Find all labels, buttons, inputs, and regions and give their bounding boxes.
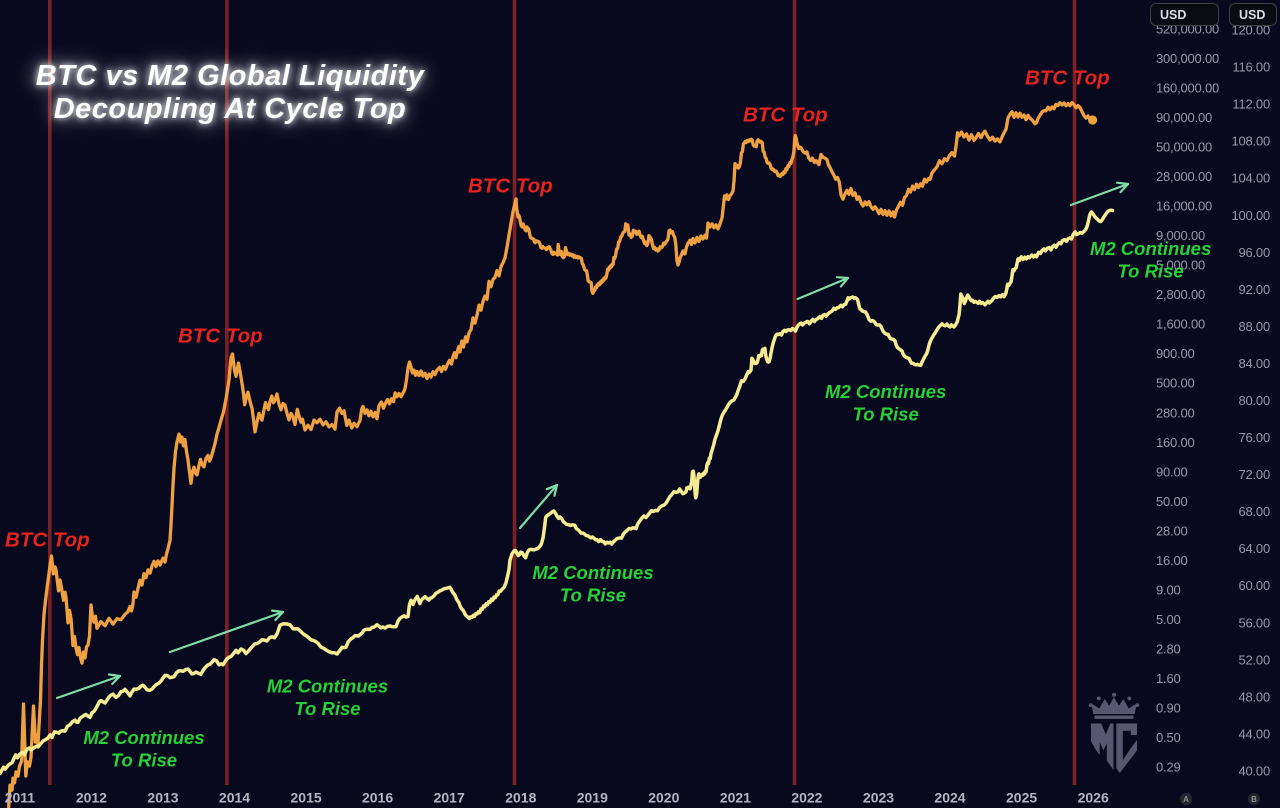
svg-text:84.00: 84.00 <box>1238 356 1270 371</box>
svg-text:M2 Continues: M2 Continues <box>267 676 388 697</box>
svg-text:56.00: 56.00 <box>1238 615 1270 630</box>
svg-text:2015: 2015 <box>291 790 322 806</box>
svg-text:BTC Top: BTC Top <box>1025 67 1110 90</box>
svg-text:M2 Continues: M2 Continues <box>825 381 946 402</box>
svg-text:68.00: 68.00 <box>1238 504 1270 519</box>
svg-text:104.00: 104.00 <box>1231 171 1270 186</box>
svg-text:To Rise: To Rise <box>294 698 360 719</box>
svg-text:300,000.00: 300,000.00 <box>1156 51 1219 66</box>
svg-text:96.00: 96.00 <box>1238 245 1270 260</box>
svg-text:16.00: 16.00 <box>1156 553 1188 568</box>
svg-text:M2 Continues: M2 Continues <box>83 727 204 748</box>
svg-text:60.00: 60.00 <box>1238 578 1270 593</box>
svg-text:160,000.00: 160,000.00 <box>1156 81 1219 96</box>
svg-text:2017: 2017 <box>434 790 465 806</box>
svg-text:44.00: 44.00 <box>1238 726 1270 741</box>
svg-text:116.00: 116.00 <box>1232 60 1270 75</box>
svg-text:BTC Top: BTC Top <box>468 175 553 198</box>
svg-text:To Rise: To Rise <box>560 585 626 606</box>
svg-text:0.29: 0.29 <box>1156 760 1181 775</box>
svg-text:2025: 2025 <box>1006 790 1037 806</box>
svg-text:112.00: 112.00 <box>1232 97 1270 112</box>
svg-text:100.00: 100.00 <box>1231 208 1270 223</box>
svg-text:2020: 2020 <box>648 790 679 806</box>
svg-text:72.00: 72.00 <box>1238 467 1270 482</box>
svg-text:1.60: 1.60 <box>1156 671 1181 686</box>
svg-text:2,800.00: 2,800.00 <box>1156 287 1205 302</box>
svg-text:9.00: 9.00 <box>1156 582 1181 597</box>
svg-text:2016: 2016 <box>362 790 393 806</box>
svg-text:120.00: 120.00 <box>1231 23 1270 38</box>
svg-text:BTC Top: BTC Top <box>178 325 263 348</box>
svg-text:2021: 2021 <box>720 790 751 806</box>
svg-text:9,000.00: 9,000.00 <box>1156 228 1205 243</box>
svg-text:76.00: 76.00 <box>1238 430 1270 445</box>
svg-text:2012: 2012 <box>76 790 107 806</box>
svg-text:M2 Continues: M2 Continues <box>1090 238 1211 259</box>
svg-text:M2 Continues: M2 Continues <box>532 562 653 583</box>
svg-text:2011: 2011 <box>5 790 36 806</box>
svg-text:2018: 2018 <box>505 790 536 806</box>
svg-text:50.00: 50.00 <box>1156 494 1188 509</box>
svg-text:0.50: 0.50 <box>1156 730 1181 745</box>
svg-text:900.00: 900.00 <box>1156 346 1195 361</box>
svg-text:2026: 2026 <box>1078 790 1109 806</box>
svg-text:48.00: 48.00 <box>1238 689 1270 704</box>
svg-text:280.00: 280.00 <box>1156 405 1195 420</box>
svg-text:88.00: 88.00 <box>1238 319 1270 334</box>
svg-text:50,000.00: 50,000.00 <box>1156 140 1212 155</box>
svg-text:2.80: 2.80 <box>1156 641 1181 656</box>
svg-text:90,000.00: 90,000.00 <box>1156 110 1212 125</box>
svg-text:5.00: 5.00 <box>1156 612 1181 627</box>
svg-text:108.00: 108.00 <box>1231 134 1270 149</box>
svg-text:2024: 2024 <box>934 790 965 806</box>
svg-text:BTC Top: BTC Top <box>743 104 828 127</box>
svg-text:80.00: 80.00 <box>1238 393 1270 408</box>
svg-text:BTC Top: BTC Top <box>5 529 90 552</box>
svg-text:2019: 2019 <box>577 790 608 806</box>
svg-text:To Rise: To Rise <box>853 404 919 425</box>
svg-text:To Rise: To Rise <box>1118 261 1184 282</box>
svg-text:2022: 2022 <box>791 790 822 806</box>
svg-text:28,000.00: 28,000.00 <box>1156 169 1212 184</box>
svg-text:2014: 2014 <box>219 790 250 806</box>
svg-text:160.00: 160.00 <box>1156 435 1195 450</box>
svg-text:0.90: 0.90 <box>1156 701 1181 716</box>
svg-text:92.00: 92.00 <box>1238 282 1270 297</box>
svg-text:2013: 2013 <box>147 790 178 806</box>
svg-text:90.00: 90.00 <box>1156 464 1188 479</box>
svg-text:1,600.00: 1,600.00 <box>1156 317 1205 332</box>
svg-text:2023: 2023 <box>863 790 894 806</box>
svg-text:28.00: 28.00 <box>1156 523 1188 538</box>
svg-text:5,000.00: 5,000.00 <box>1156 258 1205 273</box>
svg-text:500.00: 500.00 <box>1156 376 1195 391</box>
svg-text:To Rise: To Rise <box>111 750 177 771</box>
svg-text:64.00: 64.00 <box>1238 541 1270 556</box>
svg-text:16,000.00: 16,000.00 <box>1156 199 1212 214</box>
svg-text:40.00: 40.00 <box>1238 764 1270 779</box>
svg-text:52.00: 52.00 <box>1238 652 1270 667</box>
